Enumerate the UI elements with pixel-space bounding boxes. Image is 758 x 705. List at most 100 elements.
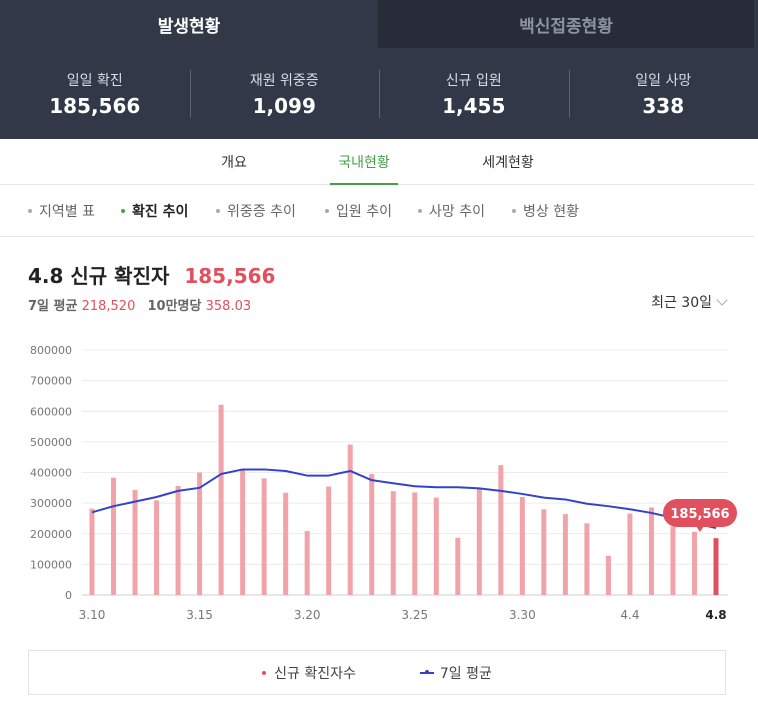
stat-value: 185,566 [49,93,141,118]
filter-label: 입원 추이 [336,204,392,220]
y-tick-label: 100000 [30,558,72,571]
line-series-icon [419,669,434,674]
legend-item-line[interactable]: 7일 평균 [419,663,492,683]
bullet-icon [418,209,422,213]
bar-3.17 [240,470,246,595]
bar-3.24 [390,491,396,595]
legend-label: 7일 평균 [439,665,492,682]
stat-critical: 재원 위중증 1,099 [189,48,380,139]
bar-3.21 [326,486,332,595]
bar-3.26 [433,497,439,595]
status-header: 발생현황 백신접종현황 일일 확진 185,566 재원 위중증 1,099 신… [0,0,758,139]
y-tick-label: 800000 [30,344,72,357]
bullet-icon [216,209,220,213]
highlight-value-label: 185,566 [670,507,729,522]
filter-death-trend[interactable]: 사망 추이 [418,185,485,237]
filter-region-table[interactable]: 지역별 표 [28,185,95,237]
bar-4.3 [605,555,611,595]
bullet-icon [28,209,32,213]
stat-value: 1,099 [252,93,316,118]
avg-line [91,468,717,530]
y-tick-label: 600000 [30,405,72,418]
bar-3.30 [519,497,525,595]
chevron-down-icon [716,294,728,306]
bar-4.1 [562,514,568,595]
filter-label: 확진 추이 [132,204,189,220]
legend-item-bars[interactable]: 신규 확진자수 [262,663,356,683]
bar-3.22 [347,444,353,595]
bar-3.31 [541,509,547,595]
stat-value: 1,455 [442,93,506,118]
tab-vaccination-status[interactable]: 백신접종현황 [378,0,754,48]
headline-label: 신규 확진자 [70,264,170,288]
bar-4.5 [648,507,654,595]
stat-daily-confirmed: 일일 확진 185,566 [0,48,190,139]
tab-world[interactable]: 세계현황 [482,155,534,171]
y-tick-label: 0 [65,589,72,602]
x-tick-label: 4.8 [705,608,726,622]
bar-4.4 [627,513,633,595]
bar-3.20 [304,530,310,595]
stat-daily-deaths: 일일 사망 338 [568,48,758,139]
y-tick-label: 500000 [30,436,72,449]
x-tick-label: 3.20 [294,608,321,622]
stat-new-hospitalized: 신규 입원 1,455 [379,48,569,139]
highlight-bubble [663,499,737,527]
bar-3.16 [218,404,224,595]
tab-outbreak-status[interactable]: 발생현황 [0,0,378,48]
filter-bed-status[interactable]: 병상 현황 [512,185,579,237]
bar-series-dot-icon [262,670,267,675]
filter-label: 지역별 표 [39,204,95,220]
x-tick-label: 3.15 [186,608,213,622]
bar-3.18 [261,478,267,595]
bullet-icon [121,209,125,213]
filter-label: 사망 추이 [429,204,485,220]
range-dropdown[interactable]: 최근 30일 [651,292,728,312]
filter-label: 병상 현황 [523,204,579,220]
stat-label: 재원 위중증 [249,72,319,89]
bar-4.7 [691,531,697,595]
stat-value: 338 [642,93,685,118]
bar-3.10 [89,508,95,595]
confirmed-cases-chart: 0 100000 200000 300000 400000 500000 600000 700… [30,344,737,622]
avg-value: 218,520 [81,299,136,314]
stat-label: 일일 확진 [66,72,123,89]
bullet-icon [325,209,329,213]
filter-confirmed-trend[interactable]: 확진 추이 [121,185,188,237]
bar-3.11 [111,477,117,595]
bar-3.13 [154,500,160,595]
bar-3.15 [197,472,203,595]
tab-overview[interactable]: 개요 [221,155,247,171]
bar-4.6 [670,526,676,595]
sub-tabs: 개요 국내현황 세계현황 [0,139,754,185]
tab-domestic[interactable]: 국내현황 [330,139,398,185]
highlight-bubble-pointer [696,526,704,532]
bar-3.19 [283,492,289,595]
avg-label: 7일 평균 [28,299,78,314]
y-tick-label: 300000 [30,497,72,510]
headline-value: 185,566 [184,264,276,288]
stat-label: 신규 입원 [445,72,502,89]
bar-3.23 [369,474,375,595]
stats-row: 일일 확진 185,566 재원 위중증 1,099 신규 입원 1,455 일… [0,48,758,139]
per-capita-label: 10만명당 [147,299,202,314]
legend-label: 신규 확진자수 [274,665,356,682]
bar-4.8 [713,538,719,595]
chart-legend: 신규 확진자수 7일 평균 [28,650,726,695]
chart-headline: 4.8 신규 확진자 185,566 [28,260,275,289]
bar-3.28 [476,488,482,595]
filter-hospitalized-trend[interactable]: 입원 추이 [325,185,392,237]
y-tick-label: 200000 [30,528,72,541]
headline-date: 4.8 [28,264,64,288]
bullet-icon [512,209,516,213]
chart-filter-bar: 지역별 표 확진 추이 위중증 추이 입원 추이 사망 추이 병상 현황 [0,185,754,237]
bar-4.2 [584,523,590,595]
bar-3.14 [175,485,181,595]
x-tick-label: 4.4 [620,608,639,622]
per-capita-value: 358.03 [205,299,252,314]
bar-3.25 [412,492,418,595]
filter-critical-trend[interactable]: 위중증 추이 [216,185,296,237]
y-tick-label: 400000 [30,467,72,480]
bar-3.12 [132,489,138,595]
chart-subline: 7일 평균 218,520 10만명당 358.03 [28,295,259,314]
